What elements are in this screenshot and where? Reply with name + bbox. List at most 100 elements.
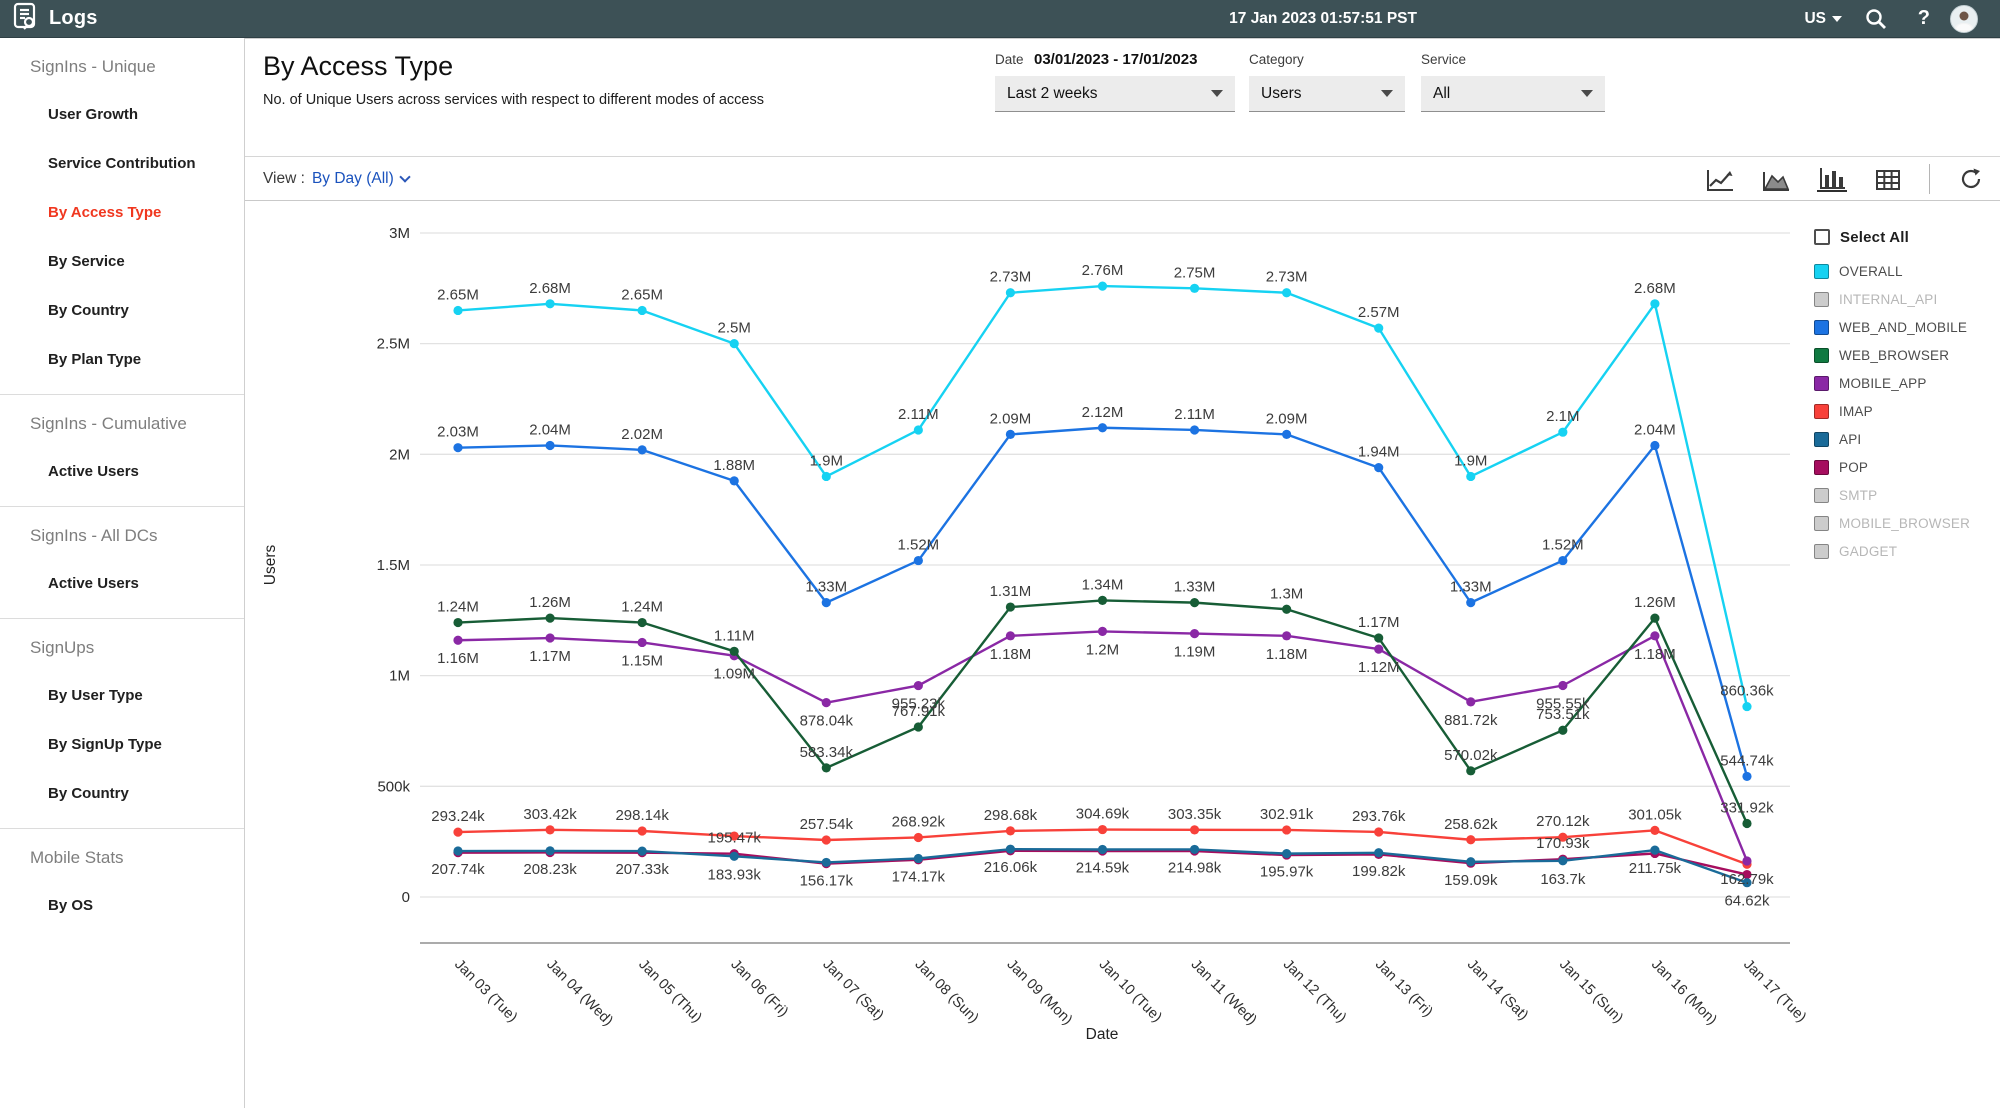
data-point-api[interactable] — [1374, 848, 1384, 858]
data-point-api[interactable] — [545, 846, 555, 856]
sidebar-item-active-users[interactable]: Active Users — [48, 575, 139, 592]
data-point-web_and_mobile[interactable] — [1742, 771, 1752, 782]
data-point-mobile_app[interactable] — [1466, 697, 1476, 707]
data-point-api[interactable] — [1282, 849, 1292, 859]
sidebar-item-by-user-type[interactable]: By User Type — [48, 687, 143, 704]
data-point-imap[interactable] — [1282, 825, 1292, 835]
data-point-web_and_mobile[interactable] — [1466, 598, 1476, 608]
legend-item-mobile_browser[interactable]: MOBILE_BROWSER — [1814, 509, 1994, 537]
data-point-web_and_mobile[interactable] — [545, 440, 555, 451]
data-point-mobile_app[interactable] — [1097, 626, 1108, 636]
data-point-web_and_mobile[interactable] — [1374, 463, 1384, 473]
data-point-overall[interactable] — [1282, 288, 1292, 298]
sidebar-item-by-plan-type[interactable]: By Plan Type — [48, 351, 142, 368]
data-point-api[interactable] — [821, 857, 831, 868]
sidebar-item-by-country[interactable]: By Country — [48, 785, 129, 802]
line-chart-icon[interactable] — [1705, 166, 1735, 192]
data-point-api[interactable] — [1097, 844, 1108, 855]
data-point-web_browser[interactable] — [1374, 633, 1384, 643]
data-point-web_browser[interactable] — [545, 613, 555, 623]
data-point-web_browser[interactable] — [637, 617, 647, 628]
data-point-imap[interactable] — [729, 831, 739, 841]
legend-select-all[interactable]: Select All — [1814, 223, 1994, 251]
sidebar-item-service-contribution[interactable]: Service Contribution — [48, 155, 196, 172]
data-point-web_and_mobile[interactable] — [1282, 429, 1292, 439]
bar-chart-icon[interactable] — [1817, 166, 1847, 192]
data-point-mobile_app[interactable] — [913, 680, 923, 691]
data-point-web_browser[interactable] — [821, 763, 831, 773]
data-point-web_and_mobile[interactable] — [1558, 555, 1568, 566]
data-point-overall[interactable] — [1097, 281, 1108, 291]
area-chart-icon[interactable] — [1761, 166, 1791, 192]
data-point-mobile_app[interactable] — [1189, 629, 1200, 639]
data-point-web_browser[interactable] — [1189, 598, 1200, 608]
legend-item-web_and_mobile[interactable]: WEB_AND_MOBILE — [1814, 313, 1994, 341]
data-point-web_browser[interactable] — [1097, 595, 1108, 606]
data-point-overall[interactable] — [1558, 427, 1568, 437]
data-point-overall[interactable] — [1374, 323, 1384, 333]
data-point-mobile_app[interactable] — [1282, 631, 1292, 641]
data-point-imap[interactable] — [1005, 826, 1016, 836]
data-point-imap[interactable] — [1097, 824, 1108, 835]
legend-item-overall[interactable]: OVERALL — [1814, 257, 1994, 285]
sidebar-item-by-service[interactable]: By Service — [48, 253, 125, 270]
data-point-web_and_mobile[interactable] — [453, 443, 463, 453]
avatar[interactable] — [1950, 5, 1978, 33]
sidebar-item-by-signup-type[interactable]: By SignUp Type — [48, 736, 162, 753]
data-point-mobile_app[interactable] — [821, 698, 831, 708]
sidebar-item-active-users[interactable]: Active Users — [48, 463, 139, 480]
legend-item-web_browser[interactable]: WEB_BROWSER — [1814, 341, 1994, 369]
data-point-overall[interactable] — [913, 425, 923, 435]
data-point-overall[interactable] — [453, 305, 463, 316]
sidebar-item-by-access-type[interactable]: By Access Type — [48, 204, 162, 221]
data-point-mobile_app[interactable] — [453, 635, 463, 645]
sidebar-item-by-country[interactable]: By Country — [48, 302, 129, 319]
data-point-api[interactable] — [1466, 857, 1476, 867]
data-point-overall[interactable] — [1005, 288, 1016, 298]
data-point-overall[interactable] — [545, 299, 555, 309]
data-point-api[interactable] — [453, 846, 463, 856]
data-point-api[interactable] — [1189, 844, 1200, 855]
chevron-down-icon[interactable] — [399, 171, 411, 183]
data-point-mobile_app[interactable] — [637, 637, 647, 648]
data-point-imap[interactable] — [637, 826, 647, 836]
data-point-web_and_mobile[interactable] — [821, 598, 831, 608]
legend-item-imap[interactable]: IMAP — [1814, 397, 1994, 425]
data-point-api[interactable] — [637, 846, 647, 856]
data-point-mobile_app[interactable] — [1558, 680, 1568, 691]
category-dropdown[interactable]: Users — [1249, 76, 1405, 112]
data-point-imap[interactable] — [821, 835, 831, 845]
data-point-api[interactable] — [1742, 878, 1752, 888]
data-point-web_and_mobile[interactable] — [913, 555, 923, 566]
data-point-web_browser[interactable] — [1742, 818, 1752, 829]
data-point-imap[interactable] — [1189, 825, 1200, 835]
sidebar-item-by-os[interactable]: By OS — [48, 897, 94, 914]
data-point-web_browser[interactable] — [1466, 766, 1476, 776]
data-point-overall[interactable] — [1742, 701, 1752, 712]
data-point-overall[interactable] — [821, 471, 831, 482]
data-point-overall[interactable] — [637, 305, 647, 316]
search-icon[interactable] — [1864, 7, 1888, 36]
data-point-overall[interactable] — [729, 339, 739, 349]
data-point-web_and_mobile[interactable] — [1097, 423, 1108, 433]
data-point-imap[interactable] — [1650, 825, 1660, 835]
data-point-imap[interactable] — [453, 827, 463, 837]
data-point-mobile_app[interactable] — [545, 633, 555, 643]
date-range-dropdown[interactable]: Last 2 weeks — [995, 76, 1235, 112]
data-point-overall[interactable] — [1650, 299, 1660, 309]
data-point-imap[interactable] — [913, 832, 923, 843]
legend-item-internal_api[interactable]: INTERNAL_API — [1814, 285, 1994, 313]
data-point-web_browser[interactable] — [453, 617, 463, 628]
data-point-web_browser[interactable] — [1282, 604, 1292, 614]
region-selector[interactable]: US — [1804, 10, 1842, 28]
data-point-web_and_mobile[interactable] — [1189, 425, 1200, 435]
data-point-overall[interactable] — [1189, 283, 1200, 293]
data-point-imap[interactable] — [1558, 832, 1568, 842]
legend-item-gadget[interactable]: GADGET — [1814, 537, 1994, 565]
legend-item-smtp[interactable]: SMTP — [1814, 481, 1994, 509]
view-selector[interactable]: By Day (All) — [311, 170, 394, 187]
data-point-web_browser[interactable] — [1650, 613, 1660, 623]
data-point-imap[interactable] — [1374, 827, 1384, 837]
refresh-icon[interactable] — [1956, 166, 1986, 192]
sidebar-item-user-growth[interactable]: User Growth — [48, 106, 139, 123]
